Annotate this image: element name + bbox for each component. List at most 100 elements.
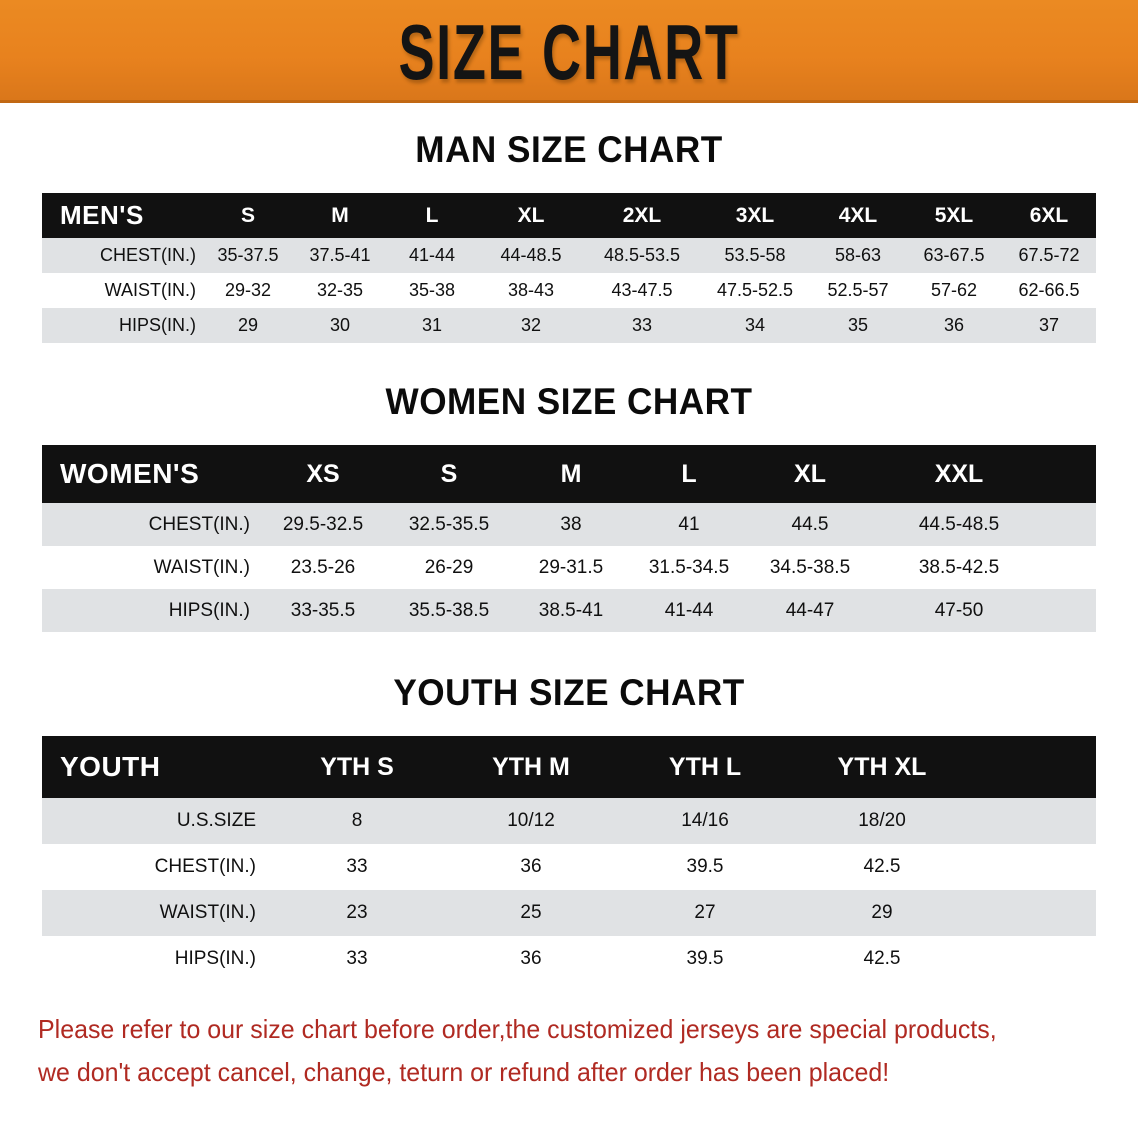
women-col-header: M <box>560 459 582 488</box>
table-cell: 14/16 <box>681 810 729 831</box>
table-cell: 32.5-35.5 <box>408 513 490 535</box>
table-cell: 63-67.5 <box>923 245 985 265</box>
table-cell: 57-62 <box>930 280 978 300</box>
women-col-header: XL <box>794 459 826 488</box>
row-label: WAIST(IN.) <box>104 280 196 300</box>
women-header-label: WOMEN'S <box>60 458 200 489</box>
youth-chart-wrap: YOUTH YTH S YTH M YTH L YTH XL U.S.SIZE … <box>0 736 1138 982</box>
table-cell: 53.5-58 <box>724 245 786 265</box>
table-cell: 37.5-41 <box>309 245 371 265</box>
table-cell: 35.5-38.5 <box>408 599 490 621</box>
table-cell: 36 <box>943 315 965 335</box>
table-cell: 10/12 <box>507 810 555 831</box>
disclaimer-note: Please refer to our size chart before or… <box>38 1008 1065 1094</box>
table-cell: 30 <box>329 315 351 335</box>
table-cell: 41-44 <box>664 599 714 621</box>
table-cell: 25 <box>520 902 542 923</box>
table-header-row: MEN'S S M L XL 2XL 3XL 4XL 5XL 6XL <box>42 193 1096 238</box>
table-cell-spacer <box>1046 503 1096 546</box>
table-cell: 41 <box>678 513 700 535</box>
youth-table-body: U.S.SIZE 8 10/12 14/16 18/20 CHEST(IN.) … <box>42 798 1096 982</box>
table-cell: 42.5 <box>792 936 972 982</box>
table-header-row: WOMEN'S XS S M L XL XXL <box>42 445 1096 503</box>
table-cell: 39.5 <box>618 844 792 890</box>
youth-col-header: YTH L <box>668 752 742 781</box>
man-col-header: XL <box>517 203 545 227</box>
youth-table-header: YOUTH YTH S YTH M YTH L YTH XL <box>42 736 1096 798</box>
table-cell: 32 <box>520 315 542 335</box>
man-section-title: MAN SIZE CHART <box>415 129 723 170</box>
man-col-header: 4XL <box>838 203 878 227</box>
table-cell: 44-47 <box>785 599 835 621</box>
page-title: SIZE CHART <box>398 7 740 96</box>
table-cell-spacer <box>972 844 1096 890</box>
table-cell: 38-43 <box>507 280 555 300</box>
women-table-header: WOMEN'S XS S M L XL XXL <box>42 445 1096 503</box>
table-cell: 33-35.5 <box>290 599 356 621</box>
table-row: CHEST(IN.) 29.5-32.5 32.5-35.5 38 41 44.… <box>42 503 1096 546</box>
table-cell: 38.5-42.5 <box>918 556 1000 578</box>
table-cell-spacer <box>972 798 1096 844</box>
women-col-header: XXL <box>934 459 984 488</box>
banner: SIZE CHART <box>0 0 1138 103</box>
table-cell: 34 <box>744 315 766 335</box>
table-header-row: YOUTH YTH S YTH M YTH L YTH XL <box>42 736 1096 798</box>
table-cell: 44-48.5 <box>500 245 562 265</box>
table-cell: 27 <box>694 902 716 923</box>
table-cell-spacer <box>972 936 1096 982</box>
table-cell: 44.5-48.5 <box>918 513 1000 535</box>
table-cell: 33 <box>631 315 653 335</box>
man-col-header: S <box>240 203 255 227</box>
table-cell: 33 <box>270 844 444 890</box>
table-cell: 23.5-26 <box>290 556 356 578</box>
youth-size-table: YOUTH YTH S YTH M YTH L YTH XL U.S.SIZE … <box>42 736 1096 982</box>
table-cell: 31.5-34.5 <box>648 556 730 578</box>
table-cell: 32-35 <box>316 280 364 300</box>
table-row: WAIST(IN.) 23.5-26 26-29 29-31.5 31.5-34… <box>42 546 1096 589</box>
table-cell: 35 <box>847 315 869 335</box>
women-col-header: S <box>440 459 458 488</box>
man-col-header: 3XL <box>735 203 775 227</box>
table-cell: 47-50 <box>934 599 984 621</box>
table-cell: 34.5-38.5 <box>769 556 851 578</box>
table-cell: 67.5-72 <box>1018 245 1080 265</box>
table-cell: 62-66.5 <box>1018 280 1080 300</box>
table-cell-spacer <box>1046 546 1096 589</box>
table-row: WAIST(IN.) 29-32 32-35 35-38 38-43 43-47… <box>42 273 1096 308</box>
row-label: WAIST(IN.) <box>159 902 256 923</box>
table-row: CHEST(IN.) 33 36 39.5 42.5 <box>42 844 1096 890</box>
women-section-title: WOMEN SIZE CHART <box>385 381 753 422</box>
table-cell: 29-32 <box>224 280 272 300</box>
table-row: WAIST(IN.) 23 25 27 29 <box>42 890 1096 936</box>
table-cell: 36 <box>444 844 618 890</box>
man-col-header: 2XL <box>622 203 662 227</box>
table-cell: 29.5-32.5 <box>282 513 364 535</box>
row-label: HIPS(IN.) <box>42 936 270 982</box>
table-cell: 41-44 <box>408 245 456 265</box>
youth-section-title: YOUTH SIZE CHART <box>393 672 745 713</box>
youth-col-header: YTH S <box>320 752 394 781</box>
table-cell-spacer <box>1046 589 1096 632</box>
table-cell: 44.5 <box>791 513 829 535</box>
table-cell: 29 <box>871 902 893 923</box>
table-cell: 38 <box>560 513 582 535</box>
row-label: U.S.SIZE <box>176 810 256 831</box>
table-row: U.S.SIZE 8 10/12 14/16 18/20 <box>42 798 1096 844</box>
youth-col-header: YTH M <box>492 752 570 781</box>
table-cell: 48.5-53.5 <box>603 245 681 265</box>
women-table-body: CHEST(IN.) 29.5-32.5 32.5-35.5 38 41 44.… <box>42 503 1096 632</box>
women-col-header: XS <box>306 459 340 488</box>
table-cell: 36 <box>444 936 618 982</box>
table-cell: 39.5 <box>618 936 792 982</box>
man-col-header: 6XL <box>1029 203 1069 227</box>
table-row: HIPS(IN.) 29 30 31 32 33 34 35 36 37 <box>42 308 1096 343</box>
table-cell: 35-38 <box>408 280 456 300</box>
table-cell: 37 <box>1038 315 1060 335</box>
man-col-header: L <box>425 203 439 227</box>
table-cell: 18/20 <box>858 810 906 831</box>
women-size-table: WOMEN'S XS S M L XL XXL CHEST(IN.) 29.5-… <box>42 445 1096 632</box>
youth-header-label: YOUTH <box>60 751 161 782</box>
table-cell: 52.5-57 <box>827 280 889 300</box>
table-cell: 35-37.5 <box>217 245 279 265</box>
man-col-header: 5XL <box>934 203 974 227</box>
